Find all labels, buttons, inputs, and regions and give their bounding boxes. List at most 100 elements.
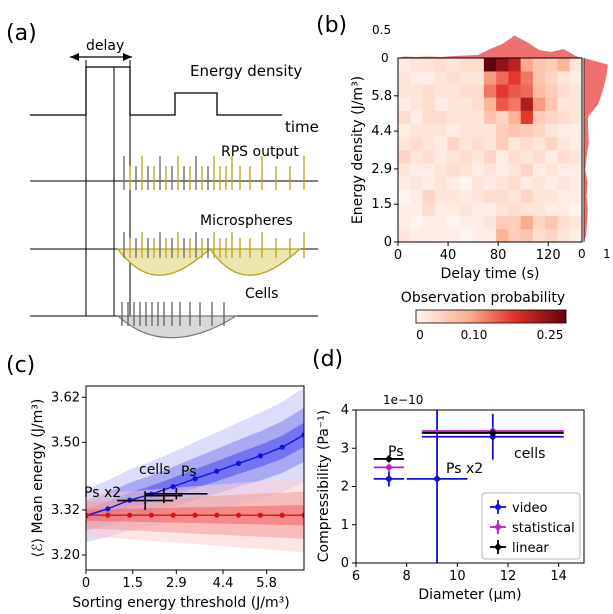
heatmap-x-tick-label: 80 [490,248,507,263]
heatmap-cell [532,123,546,138]
heatmap-cell [459,71,472,85]
heatmap-cell [508,189,521,203]
heatmap-cell [459,163,472,177]
heatmap-cell [447,150,460,164]
plot-d-legend: video statistical linear [481,492,581,560]
heatmap-cell [447,84,460,98]
heatmap-cell [447,202,460,217]
heatmap-cell [434,58,448,72]
heatmap-cell [545,215,558,230]
heatmap-cell [483,202,497,217]
heatmap-cell [532,58,546,72]
heatmap-cell [532,215,546,230]
legend-marker [494,543,502,551]
heatmap-cell [496,84,509,98]
heatmap-cell [483,58,497,72]
colorbar-label: Observation probability [401,290,565,306]
plot-c-x-ticks: 0 1.5 2.9 4.4 5.8 [82,570,277,591]
heatmap-cell [483,215,497,230]
annot-d-ps: Ps [388,444,404,460]
heatmap-cell [447,215,460,230]
heatmap-x-tick-label: 0 [394,248,402,263]
heatmap-cell [532,110,546,125]
plot-d-y-tick-label: 3 [341,441,349,456]
heatmap-cell [496,189,509,203]
heatmap-y-tick-label: 1.5 [371,197,392,212]
point-marker [433,474,442,483]
legend-label: video [512,501,548,516]
heatmap-cell [557,84,571,98]
heatmap-cell [447,136,460,151]
heatmap-cell [508,163,521,177]
heatmap-cell [434,202,448,217]
top-histogram [398,35,582,58]
heatmap-cell [398,136,411,151]
heatmap-cell [520,123,534,138]
heatmap-cell [447,110,460,125]
heatmap-cell [520,136,534,151]
rps-label: RPS output [221,144,299,160]
heatmap-cell [410,176,423,190]
mean-energy-point [192,476,198,482]
heatmap-cell [557,189,571,203]
plot-d-x-tick-label: 14 [550,569,567,584]
heatmap-cell [557,202,571,217]
plot-c-y-tick-label: 3.50 [51,435,80,450]
plot-c-x-tick-label: 5.8 [256,576,277,591]
heatmap-cell [520,163,534,177]
mean-energy-point [86,512,89,518]
heatmap-cell [496,163,509,177]
heatmap-cell [569,71,583,85]
heatmap-cell [557,110,571,125]
heatmap-cell [508,176,521,190]
heatmap-cell [532,228,546,243]
heatmap-y-tick-label: 2.9 [371,162,392,177]
heatmap-cell [410,163,423,177]
heatmap-cell [398,110,411,125]
heatmap-cell [496,71,509,85]
heatmap-cell [496,228,509,243]
heatmap-cell [434,189,448,203]
heatmap-cell [508,110,521,125]
heatmap-cell [471,189,485,203]
top-hist-tick-0: 0 [381,51,389,65]
heatmap-y-tick-label: 4.4 [371,124,392,139]
plot-c-x-tick-label: 1.5 [122,576,143,591]
heatmap-cell [520,58,534,72]
right-hist-tick-1: 1 [603,247,611,261]
heatmap-cell [508,97,521,111]
heatmap-cell [545,202,558,217]
heatmap-cell [483,110,497,125]
heatmap-cell [569,163,583,177]
colorbar-tick-0: 0 [416,328,424,342]
heatmap-cell [483,150,497,164]
heatmap-cell [459,176,472,190]
heatmap-cell [545,136,558,151]
heatmap-cell [532,136,546,151]
heatmap-cell [434,84,448,98]
heatmap-cell [520,97,534,111]
mean-energy-point [105,506,111,512]
heatmap-cell [434,110,448,125]
annot-ps: Ps [181,464,197,480]
right-hist-tick-0: 0 [578,247,586,261]
heatmap-cell [532,163,546,177]
heatmap-cell [520,189,534,203]
cells-spikes [121,302,225,326]
heatmap-cell [557,136,571,151]
heatmap-cell [398,97,411,111]
heatmap-cell [557,97,571,111]
heatmap-cell [496,97,509,111]
panel-c-label: (c) [6,353,35,378]
heatmap-cell [410,97,423,111]
heatmap-cell [508,228,521,243]
heatmap-cell [471,97,485,111]
heatmap-cell [447,71,460,85]
heatmap-cell [483,189,497,203]
heatmap-cell [410,136,423,151]
legend-box [481,492,581,560]
heatmap-cell [483,123,497,138]
heatmap-cell [434,123,448,138]
mean-energy-point [279,444,285,450]
